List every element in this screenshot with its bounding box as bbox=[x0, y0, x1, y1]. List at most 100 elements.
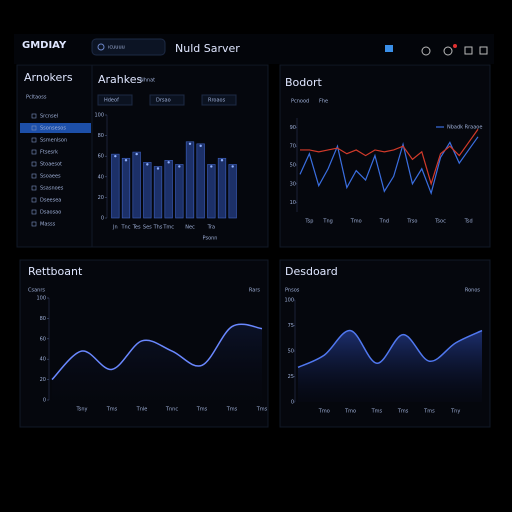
x-tick-label: Tms bbox=[196, 407, 208, 413]
x-tick-label: Tms bbox=[423, 409, 435, 415]
x-tick-label: Tmo bbox=[350, 219, 362, 225]
icon[interactable] bbox=[443, 46, 453, 56]
x-tick-label: Tnd bbox=[379, 219, 389, 225]
bar-dot bbox=[156, 167, 160, 170]
x-tick-label: Tny bbox=[450, 409, 460, 415]
bar bbox=[185, 141, 195, 219]
menu-item[interactable]: Dseesea bbox=[40, 198, 61, 204]
menu-item[interactable]: Ssoaees bbox=[40, 174, 61, 180]
y-tick-label: 0 bbox=[291, 400, 294, 406]
y-tick-label: 100 bbox=[284, 298, 294, 304]
x-tick-label: Tmc bbox=[162, 225, 174, 231]
menu-item[interactable]: Ftsesrk bbox=[40, 150, 58, 156]
x-tick-label: Tms bbox=[106, 407, 118, 413]
panel bbox=[279, 64, 491, 248]
menu-item[interactable]: Masss bbox=[40, 222, 56, 228]
y-tick-label: 20 bbox=[98, 195, 104, 201]
y-tick-label: 40 bbox=[40, 357, 46, 363]
menu-item[interactable]: Dsaosao bbox=[40, 210, 61, 216]
y-tick-label: 30 bbox=[290, 181, 296, 187]
panel-subtitle: Nhnat bbox=[140, 78, 155, 84]
bar bbox=[164, 160, 173, 219]
area-fill bbox=[52, 324, 262, 400]
x-tick-label: Tms bbox=[371, 409, 383, 415]
icon[interactable] bbox=[479, 46, 488, 55]
panel-note: Ronos bbox=[465, 288, 481, 294]
area-fill bbox=[298, 330, 482, 402]
bar bbox=[132, 151, 141, 219]
x-tick-label: Tng bbox=[322, 219, 332, 225]
y-tick-label: 90 bbox=[290, 125, 296, 131]
menu-item[interactable]: Ssmenlson bbox=[40, 138, 67, 144]
bar-dot bbox=[124, 159, 128, 162]
bar-dot bbox=[135, 152, 138, 156]
x-tick-label: Tnnc bbox=[165, 407, 178, 413]
menu-item[interactable]: Ssonsesos bbox=[40, 126, 66, 132]
tab-label[interactable]: Fhe bbox=[319, 99, 328, 105]
bar-dot bbox=[199, 144, 202, 148]
menu-icon bbox=[31, 197, 37, 203]
bar-dot bbox=[178, 165, 181, 168]
y-tick-label: 80 bbox=[98, 133, 104, 139]
tab-label[interactable]: Rroaos bbox=[208, 98, 226, 104]
bar-dot bbox=[114, 154, 117, 158]
icon[interactable] bbox=[385, 45, 393, 52]
menu-icon bbox=[31, 125, 37, 131]
bar-dot bbox=[146, 163, 149, 166]
y-tick-label: 50 bbox=[290, 163, 296, 169]
menu-icon bbox=[31, 209, 37, 215]
tab-label[interactable]: Drsao bbox=[156, 98, 171, 104]
icon[interactable] bbox=[421, 46, 431, 56]
line bbox=[299, 136, 479, 196]
legend-label: Nbadk Rraaoe bbox=[447, 125, 482, 131]
bar bbox=[153, 166, 163, 219]
tab-label[interactable]: Pcnood bbox=[291, 99, 309, 105]
x-tick-label: Ths bbox=[153, 225, 163, 231]
search-icon bbox=[97, 43, 105, 51]
tab-label[interactable]: Hdeof bbox=[104, 98, 119, 104]
menu-highlight bbox=[20, 123, 91, 133]
x-tick-label: Tmo bbox=[344, 409, 356, 415]
line bbox=[51, 323, 263, 381]
x-tick-label: Tms bbox=[256, 407, 268, 413]
menu-item[interactable]: Stoaesot bbox=[40, 162, 62, 168]
y-tick-label: 10 bbox=[290, 200, 296, 206]
menu-icon bbox=[31, 221, 37, 227]
bar-dot bbox=[188, 142, 192, 145]
line bbox=[297, 329, 483, 369]
y-tick-label: 40 bbox=[98, 174, 104, 180]
badge bbox=[453, 44, 457, 48]
panel-title: Arahkes bbox=[98, 73, 143, 86]
y-tick-label: 60 bbox=[98, 154, 104, 160]
x-tick-label: Tsd bbox=[464, 219, 473, 225]
y-tick-label: 0 bbox=[101, 216, 104, 222]
tab[interactable] bbox=[97, 94, 133, 106]
y-tick-label: 75 bbox=[288, 323, 294, 329]
bar bbox=[207, 164, 216, 219]
panel-title: Rettboant bbox=[28, 265, 83, 278]
menu-item[interactable]: Ssasnoes bbox=[40, 186, 64, 192]
tab[interactable] bbox=[201, 94, 237, 106]
panel-note: Rars bbox=[249, 288, 260, 294]
menu-icon bbox=[31, 113, 37, 119]
logo: GMDIAY bbox=[22, 40, 67, 51]
sidebar bbox=[16, 64, 93, 248]
x-tick-label: Tes bbox=[132, 225, 141, 231]
bar bbox=[217, 157, 227, 219]
y-tick-label: 25 bbox=[288, 374, 294, 380]
search-box[interactable] bbox=[91, 38, 166, 56]
bar bbox=[228, 164, 237, 219]
search-text: ıcuuuu bbox=[108, 45, 125, 51]
x-tick-label: Ses bbox=[143, 225, 152, 231]
menu-icon bbox=[31, 185, 37, 191]
y-tick-label: 0 bbox=[43, 398, 46, 404]
tab[interactable] bbox=[149, 94, 185, 106]
x-tick-label: Trso bbox=[406, 219, 417, 225]
icon[interactable] bbox=[464, 46, 473, 55]
y-tick-label: 70 bbox=[290, 144, 296, 150]
panel-title: Bodort bbox=[285, 76, 323, 89]
panel-subtitle: Csanrs bbox=[28, 288, 45, 294]
x-tick-label: Tmo bbox=[318, 409, 330, 415]
menu-item[interactable]: Srcnsel bbox=[40, 114, 58, 120]
